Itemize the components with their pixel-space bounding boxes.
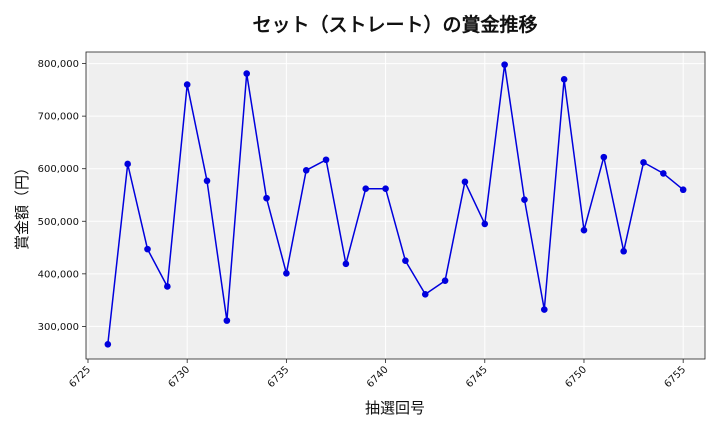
data-point <box>679 186 687 194</box>
data-point <box>322 156 330 164</box>
data-point <box>243 70 251 77</box>
data-point <box>342 260 350 268</box>
data-point <box>521 196 528 204</box>
series-line <box>107 63 684 345</box>
data-point <box>104 340 112 348</box>
x-tick-label: 6740 <box>365 364 391 390</box>
data-point <box>283 270 290 277</box>
x-tick-label: 6735 <box>266 364 292 390</box>
data-point <box>382 185 389 192</box>
chart-title: セット（ストレート）の賞金推移 <box>252 13 537 36</box>
x-tick-label: 6745 <box>464 364 490 390</box>
y-tick-label: 700,000 <box>38 112 79 123</box>
data-point <box>600 153 608 161</box>
x-axis-label: 抽選回号 <box>365 399 425 417</box>
plot-frame <box>85 51 706 360</box>
data-point <box>164 283 171 290</box>
data-point <box>263 194 270 202</box>
data-point <box>461 178 469 186</box>
data-point <box>183 81 191 88</box>
data-point <box>580 226 588 234</box>
y-tick-label: 500,000 <box>38 217 79 228</box>
data-point <box>481 220 489 228</box>
y-tick-label: 400,000 <box>38 269 79 280</box>
data-point <box>402 257 409 264</box>
data-point <box>441 277 449 284</box>
data-point <box>640 159 647 166</box>
data-point <box>421 291 429 298</box>
y-tick-label: 300,000 <box>38 322 79 333</box>
data-point <box>223 317 231 324</box>
x-tick-label: 6750 <box>563 364 589 390</box>
x-tick-label: 6725 <box>67 364 93 390</box>
y-axis-label: 賞金額（円） <box>13 160 31 250</box>
x-tick-label: 6755 <box>663 364 689 390</box>
y-tick-label: 600,000 <box>38 164 79 175</box>
plot-background <box>86 52 705 359</box>
data-point <box>660 170 667 177</box>
data-point <box>302 166 310 174</box>
data-point <box>144 245 151 253</box>
data-point <box>124 160 131 168</box>
data-point <box>362 185 370 192</box>
plot-area: 300,000 400,000 500,000 600,000 700,000 800,0… <box>38 51 706 390</box>
y-tick-label: 800,000 <box>38 59 79 70</box>
data-point <box>540 306 548 313</box>
data-point <box>203 177 211 185</box>
data-point <box>620 247 627 255</box>
data-point <box>560 76 568 83</box>
data-point <box>501 61 508 68</box>
x-tick-label: 6730 <box>167 364 193 390</box>
